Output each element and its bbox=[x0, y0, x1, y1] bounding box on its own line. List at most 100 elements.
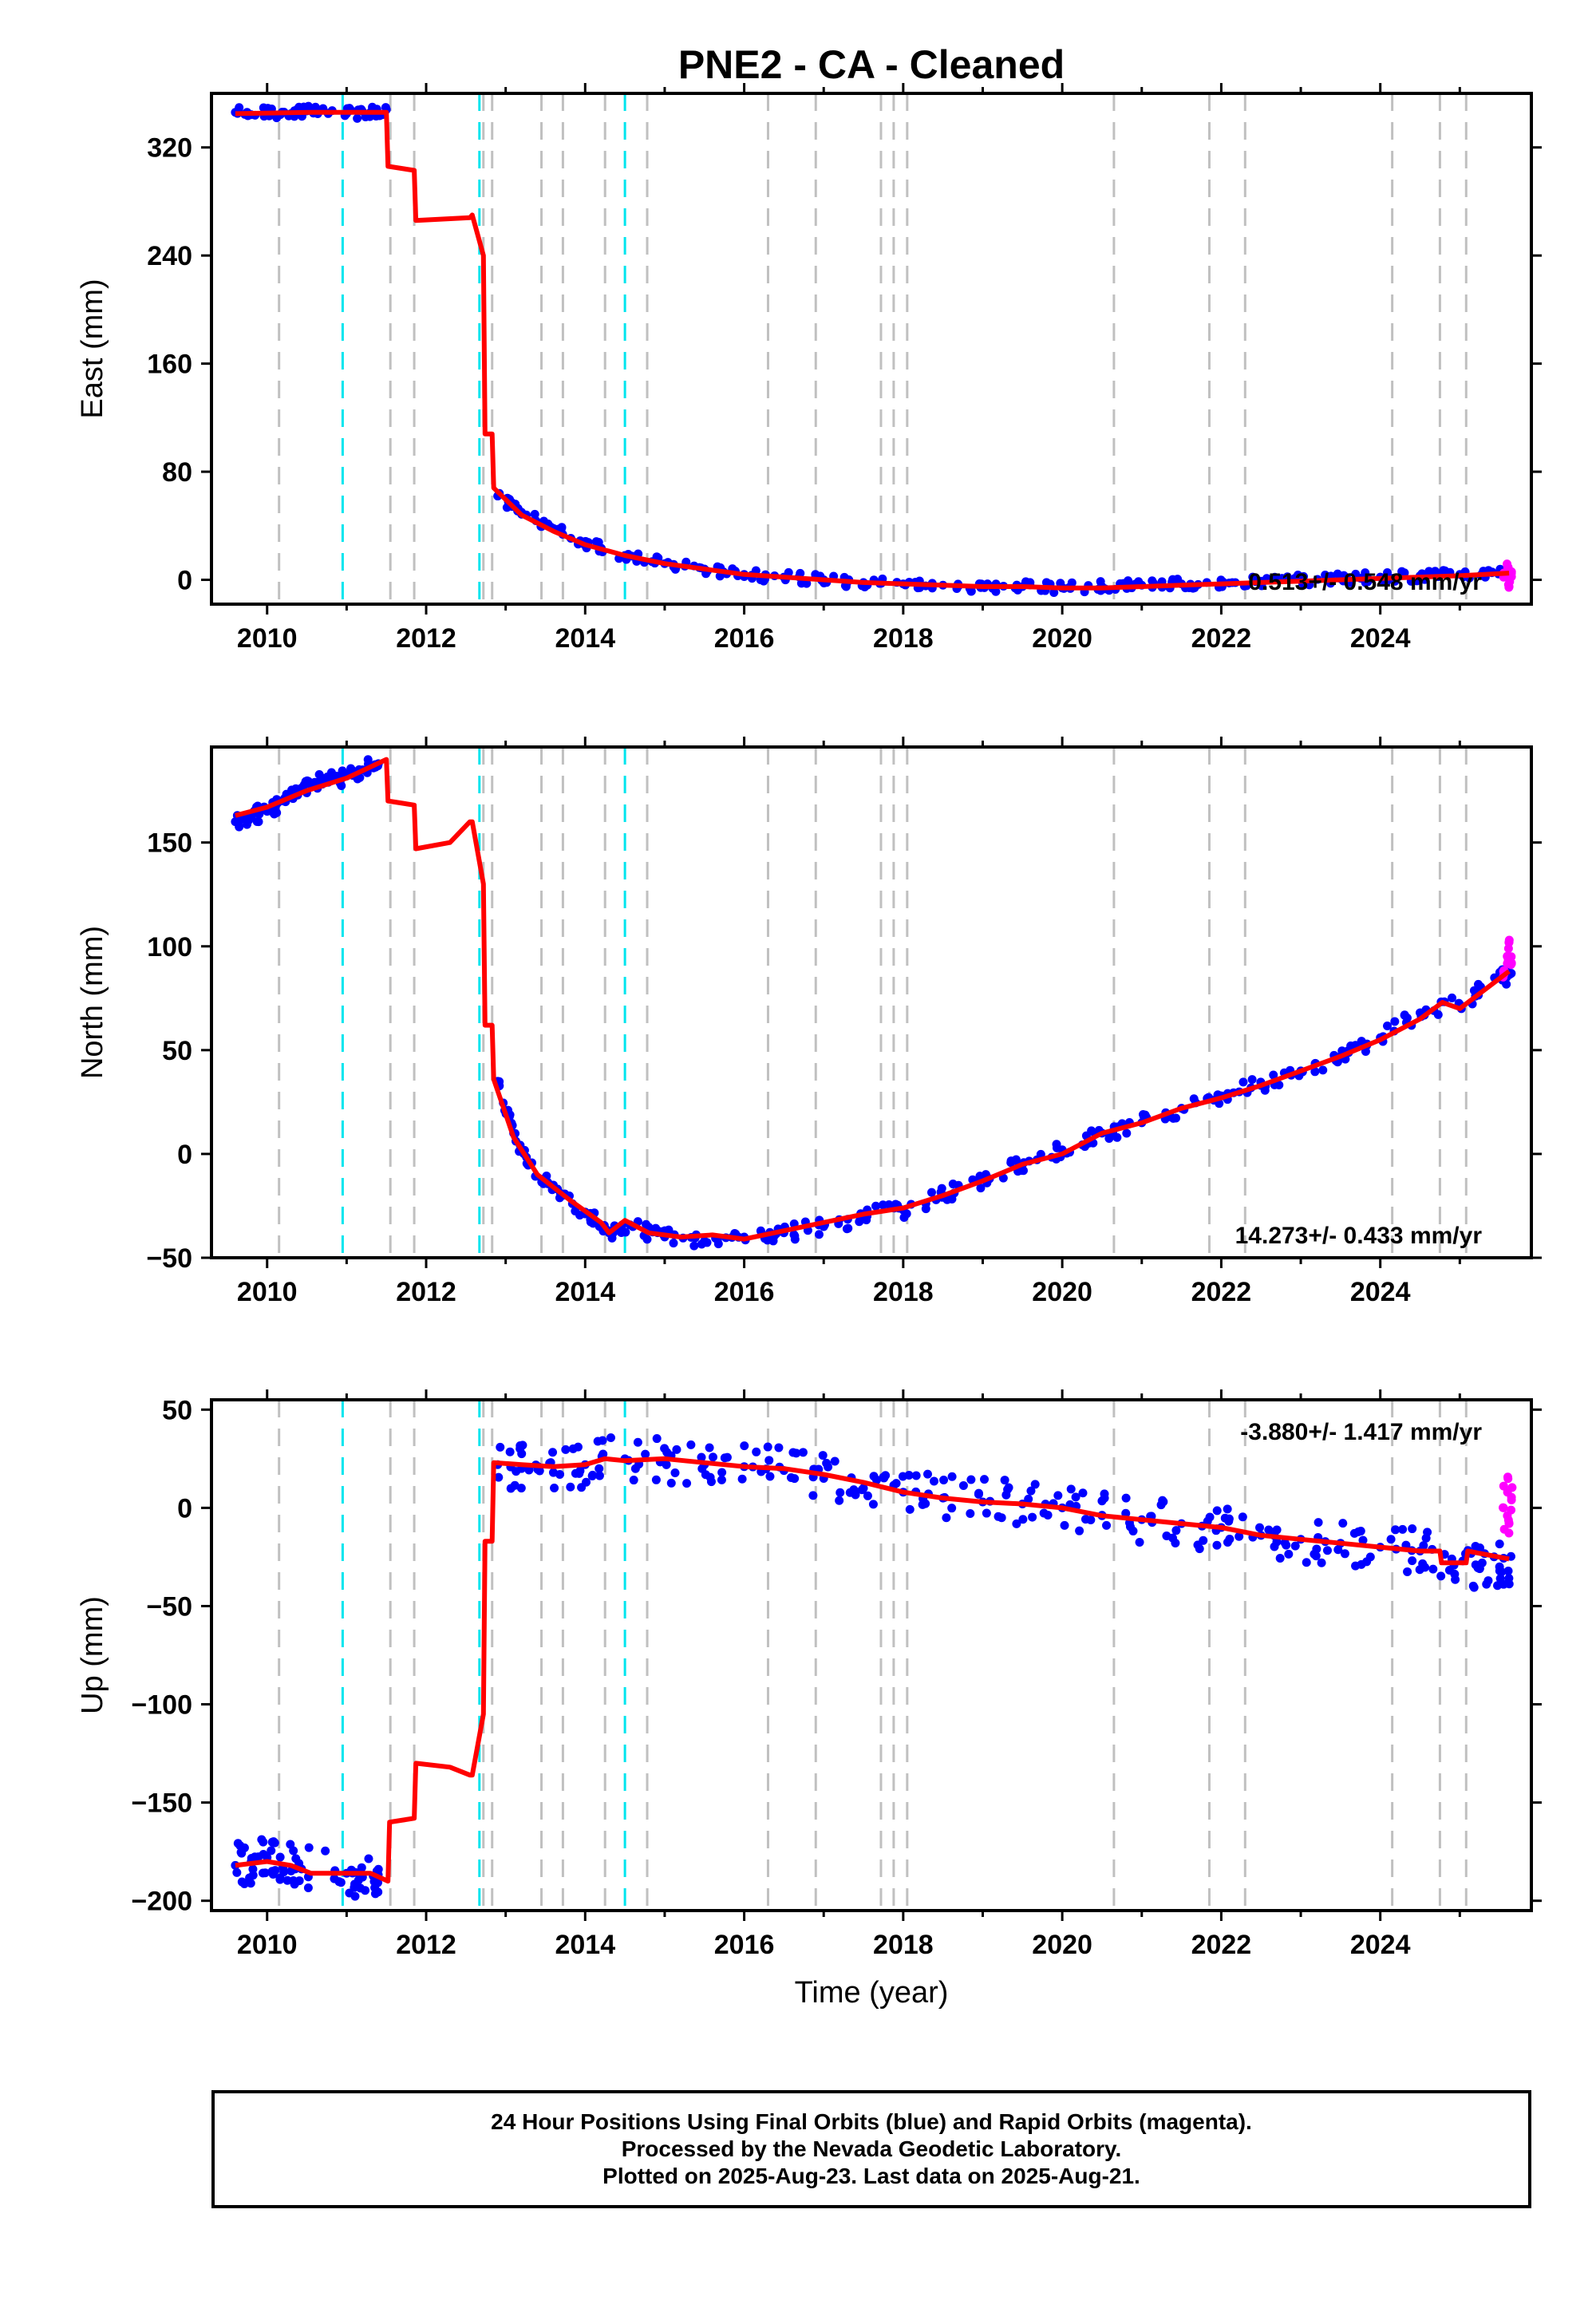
data-point bbox=[682, 1479, 692, 1488]
data-point bbox=[621, 1227, 630, 1237]
data-point bbox=[1346, 1041, 1356, 1051]
data-point bbox=[1223, 1537, 1232, 1547]
data-point bbox=[1398, 1524, 1408, 1534]
data-point bbox=[518, 1441, 527, 1450]
data-point bbox=[1264, 1525, 1274, 1535]
data-point bbox=[1310, 1067, 1320, 1077]
data-point bbox=[505, 1447, 515, 1456]
data-point bbox=[1495, 1539, 1504, 1549]
rate-label: -3.880+/- 1.417 mm/yr bbox=[1240, 1419, 1482, 1445]
data-point bbox=[715, 571, 725, 581]
data-point bbox=[662, 1448, 672, 1457]
chart-title: PNE2 - CA - Cleaned bbox=[678, 42, 1065, 87]
data-point bbox=[1383, 567, 1393, 577]
data-point bbox=[1504, 935, 1514, 945]
data-point bbox=[798, 1448, 808, 1457]
data-point bbox=[1424, 567, 1434, 576]
data-point bbox=[937, 1184, 946, 1193]
data-point bbox=[976, 1184, 986, 1193]
data-point bbox=[524, 1465, 534, 1475]
data-point bbox=[764, 1456, 774, 1465]
data-point bbox=[835, 1496, 844, 1505]
data-point bbox=[926, 1188, 936, 1197]
data-point bbox=[1255, 1523, 1265, 1532]
data-point bbox=[905, 1504, 915, 1514]
x-tick-label: 2024 bbox=[1350, 1277, 1411, 1307]
data-point bbox=[561, 1445, 571, 1454]
data-point bbox=[1400, 568, 1409, 578]
data-point bbox=[878, 1200, 887, 1210]
data-point bbox=[1507, 568, 1516, 578]
data-point bbox=[1451, 1575, 1460, 1584]
data-point bbox=[651, 1475, 661, 1484]
data-point bbox=[1159, 1497, 1168, 1507]
data-point bbox=[966, 1508, 975, 1518]
data-point bbox=[1171, 1538, 1180, 1547]
x-tick-label: 2010 bbox=[237, 623, 298, 654]
y-axis-label: Up (mm) bbox=[76, 1596, 109, 1714]
x-tick-label: 2016 bbox=[714, 623, 775, 654]
x-tick-label: 2020 bbox=[1032, 623, 1092, 654]
data-point bbox=[904, 1471, 914, 1480]
data-point bbox=[706, 1477, 716, 1487]
data-point bbox=[267, 1867, 277, 1876]
data-point bbox=[1171, 1113, 1181, 1123]
y-tick-label: 320 bbox=[147, 133, 192, 164]
data-point bbox=[1053, 1491, 1063, 1500]
data-point bbox=[630, 1464, 640, 1473]
x-tick-label: 2020 bbox=[1032, 1277, 1092, 1307]
data-point bbox=[1503, 559, 1512, 569]
data-point bbox=[1026, 1486, 1036, 1496]
footer-line-2: Processed by the Nevada Geodetic Laborat… bbox=[621, 2136, 1122, 2161]
data-point bbox=[1390, 1017, 1400, 1026]
plot-area bbox=[231, 1400, 1517, 1911]
data-point bbox=[595, 1464, 604, 1473]
data-point bbox=[765, 1472, 775, 1481]
data-point bbox=[1030, 1480, 1040, 1489]
data-point bbox=[1503, 580, 1513, 590]
data-point bbox=[1102, 1520, 1112, 1530]
x-axis-label: Time (year) bbox=[795, 1976, 949, 2010]
data-point bbox=[1483, 1576, 1493, 1586]
data-point bbox=[802, 579, 812, 588]
data-point bbox=[929, 1476, 938, 1486]
data-point bbox=[958, 1480, 968, 1490]
data-point bbox=[768, 1236, 778, 1246]
data-point bbox=[633, 1437, 642, 1447]
data-point bbox=[336, 1878, 346, 1887]
data-point bbox=[1060, 1520, 1069, 1530]
data-point bbox=[899, 1212, 909, 1222]
y-tick-label: 150 bbox=[147, 828, 192, 859]
data-point bbox=[763, 1442, 772, 1452]
data-point bbox=[666, 1478, 676, 1488]
data-point bbox=[1205, 1512, 1215, 1522]
data-point bbox=[1349, 1528, 1359, 1538]
data-point bbox=[1066, 1484, 1076, 1494]
data-point bbox=[1021, 577, 1030, 587]
data-point bbox=[361, 1886, 370, 1895]
data-point bbox=[1317, 1558, 1326, 1567]
y-tick-label: 160 bbox=[147, 350, 192, 380]
x-tick-label: 2018 bbox=[873, 1930, 934, 1960]
data-point bbox=[966, 587, 976, 596]
x-tick-label: 2014 bbox=[555, 1930, 615, 1960]
data-point bbox=[642, 1235, 652, 1244]
data-point bbox=[713, 1239, 723, 1249]
data-point bbox=[790, 1235, 800, 1244]
data-point bbox=[1235, 1531, 1244, 1541]
data-point bbox=[279, 1867, 289, 1877]
panel-up: −200 −150 −100 −50 0 50 2010 2012 2014 2016 2018 20… bbox=[76, 1389, 1542, 2010]
data-point bbox=[1041, 578, 1051, 587]
data-point bbox=[304, 1843, 314, 1852]
data-point bbox=[708, 1452, 717, 1462]
plot-frame bbox=[210, 1398, 1533, 1912]
data-point bbox=[947, 1504, 957, 1513]
data-point bbox=[582, 1477, 591, 1487]
data-point bbox=[1100, 1493, 1109, 1503]
data-point bbox=[598, 1436, 607, 1445]
data-point bbox=[1220, 1513, 1230, 1523]
data-point bbox=[662, 1460, 671, 1469]
data-point bbox=[686, 1440, 696, 1449]
data-point bbox=[267, 1846, 276, 1856]
